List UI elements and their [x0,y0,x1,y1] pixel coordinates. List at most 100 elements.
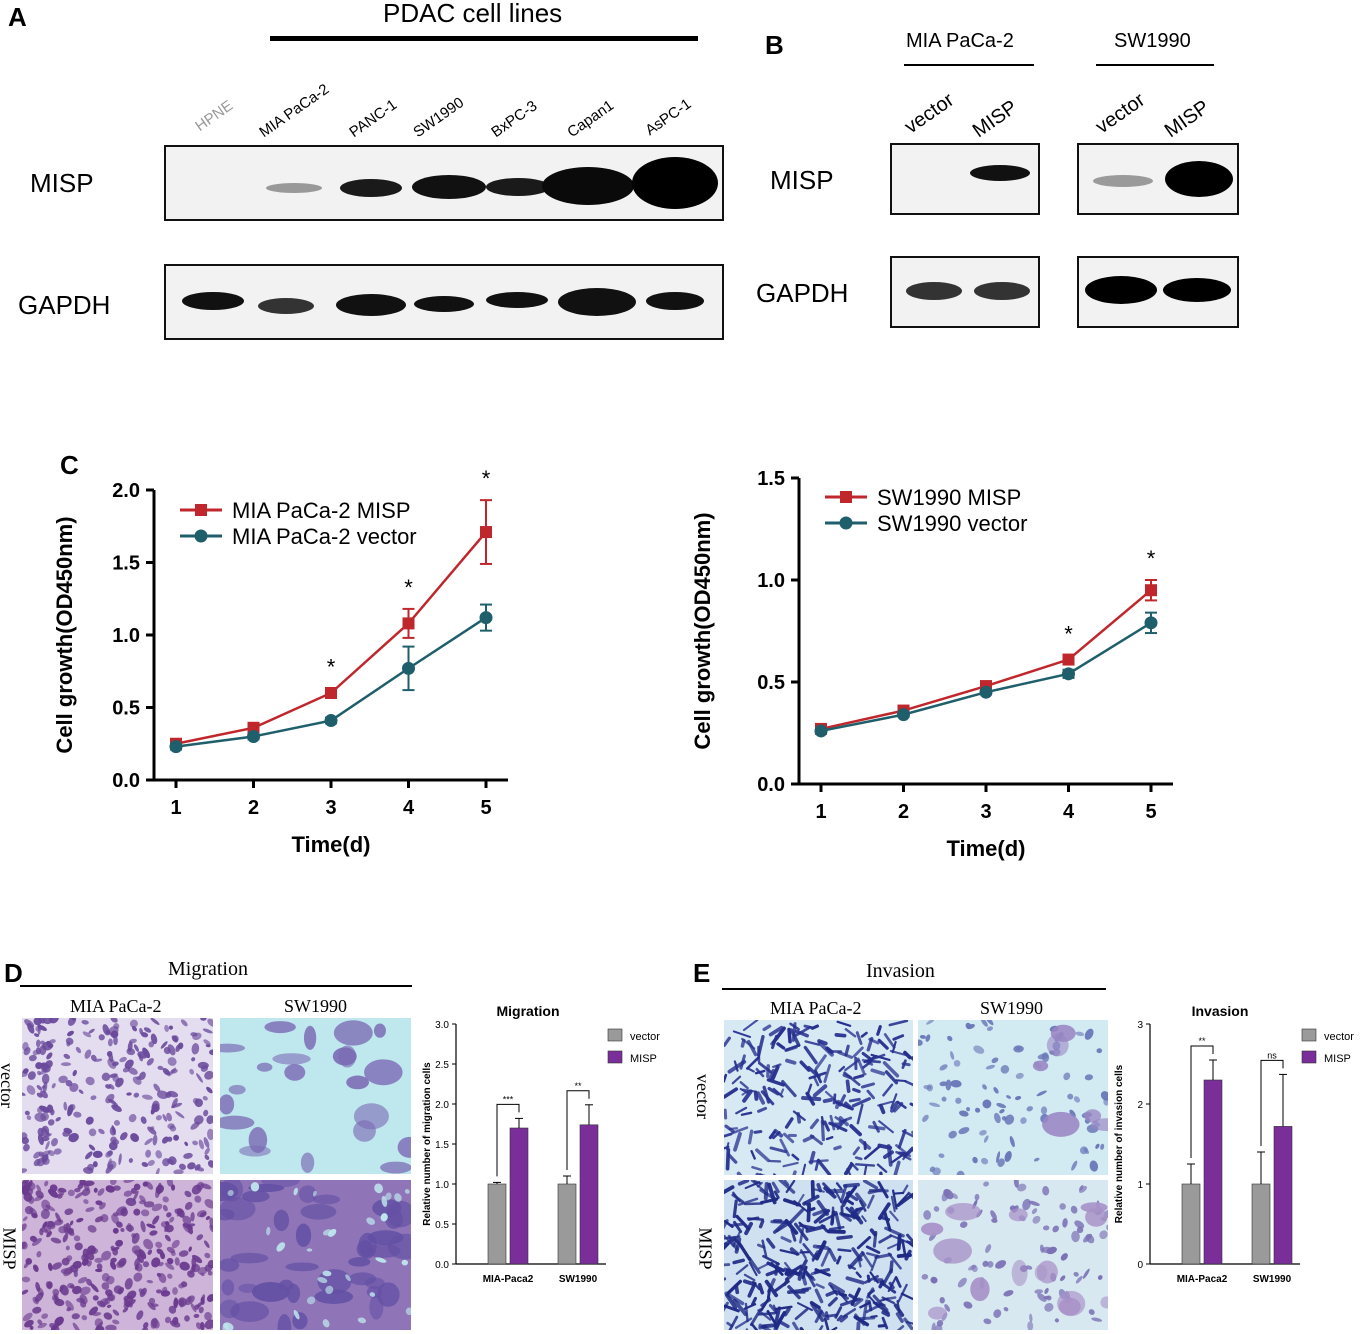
cell [57,1189,65,1196]
cell [190,1303,197,1313]
cell [833,1188,843,1204]
cell [97,1188,105,1196]
cell [724,1219,729,1230]
blot-gapdh-b2 [1077,256,1239,328]
cell [928,1102,941,1107]
cell [852,1207,863,1220]
cell [742,1020,759,1032]
cell [207,1018,213,1027]
cell [1004,1150,1012,1162]
cell-cluster [256,1062,273,1072]
cell [41,1313,49,1319]
cell [155,1241,163,1249]
cell [173,1169,184,1174]
cell [85,1151,93,1160]
cell [732,1298,748,1317]
cell [171,1098,178,1109]
cell [867,1294,880,1308]
cell [204,1319,213,1330]
cell [188,1246,192,1252]
cell [844,1028,857,1038]
cell-cluster [397,1136,411,1158]
cell [119,1132,128,1141]
cell [41,1073,50,1085]
cell [200,1018,207,1021]
band [646,292,704,310]
cell [881,1296,895,1305]
cell [22,1092,26,1096]
cell [147,1249,153,1255]
cell [955,1097,962,1104]
cell [808,1159,829,1163]
cell [317,1277,328,1284]
cell [779,1138,790,1157]
cell [45,1281,52,1290]
cell [856,1057,866,1075]
cell-cluster [220,1299,240,1319]
cell [743,1273,756,1282]
band [906,282,962,300]
cell [906,1320,913,1325]
cell [1013,1180,1019,1188]
cell [184,1190,192,1198]
cell [878,1103,886,1115]
bar [487,1183,507,1265]
cell [168,1305,177,1314]
cell [744,1221,753,1236]
cell [934,1324,943,1330]
cell [204,1198,213,1209]
row-label: MISP [0,1227,20,1270]
cell [322,1319,330,1328]
cell [765,1267,783,1277]
cell [41,1199,51,1211]
cell [72,1322,80,1330]
cell-cluster [928,1306,947,1320]
cell [35,1190,44,1199]
y-tick-label: 3 [1137,1020,1143,1031]
cell-cluster [333,1020,373,1046]
cell-cluster [221,1279,235,1296]
cell [1091,1317,1103,1322]
cell [792,1170,797,1175]
cell [726,1279,743,1295]
cell [854,1156,863,1161]
cell [192,1032,202,1041]
data-point [1145,584,1157,597]
cell [1034,1289,1043,1294]
cell [774,1311,787,1329]
row-label: MISP [695,1227,716,1270]
cell [965,1022,972,1030]
cell [116,1260,126,1269]
cell [166,1158,175,1165]
cell [125,1224,134,1232]
cell [155,1150,163,1159]
cell [755,1067,765,1078]
cell [155,1187,161,1199]
cell [836,1255,842,1265]
cell [987,1261,994,1268]
cell [79,1286,91,1296]
cell [888,1020,909,1027]
cell [822,1097,833,1104]
cell [202,1095,208,1101]
cell [132,1190,139,1202]
cell [763,1182,769,1201]
cell [65,1300,74,1311]
cell [877,1038,889,1050]
cell [750,1296,757,1306]
cell [164,1024,169,1032]
cell [842,1182,860,1188]
cell [175,1044,181,1052]
cell [32,1306,42,1314]
cell-cluster [273,1209,290,1232]
cell [732,1191,741,1203]
cell [167,1090,179,1098]
cell [731,1075,742,1085]
cell [51,1138,58,1147]
panel-label-d: D [4,958,23,988]
cell [155,1289,163,1294]
cell [782,1161,799,1168]
cell [753,1180,761,1185]
cell [852,1146,860,1156]
x-tick-label: 5 [1145,801,1156,823]
